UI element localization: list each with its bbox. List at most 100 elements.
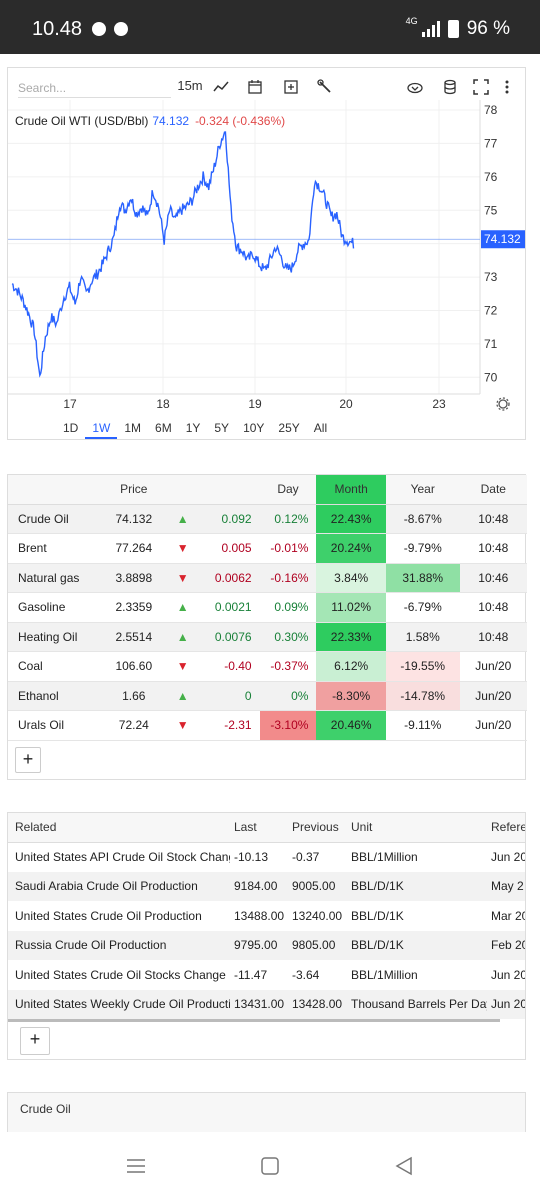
related-name[interactable]: Russia Crude Oil Production <box>8 930 230 960</box>
table-row[interactable]: Saudi Arabia Crude Oil Production 9184.00… <box>8 871 525 901</box>
related-name[interactable]: United States Crude Oil Stocks Change <box>15 967 226 982</box>
range-1y[interactable]: 1Y <box>185 421 201 435</box>
arrow-down-icon: ▼ <box>162 710 203 741</box>
update-time: Jun/20 <box>459 681 527 711</box>
recent-apps-icon[interactable] <box>124 1154 154 1178</box>
database-icon[interactable] <box>439 76 461 96</box>
column-header[interactable] <box>8 475 105 505</box>
update-time: 10:48 <box>459 504 527 534</box>
change-value: 0.005 <box>202 533 260 564</box>
line-chart-icon[interactable] <box>210 76 232 96</box>
year-change: -14.78% <box>385 681 460 711</box>
chart-legend: Crude Oil WTI (USD/Bbl) 74.132 -0.324 (-0.… <box>15 114 285 128</box>
month-change: 20.46% <box>316 710 386 741</box>
range-10y[interactable]: 10Y <box>243 421 265 435</box>
table-row[interactable]: United States API Crude Oil Stock Change… <box>8 842 525 872</box>
y-tick-label: 77 <box>484 136 498 150</box>
horizontal-scrollbar[interactable] <box>8 1019 500 1022</box>
x-tick-label: 20 <box>339 397 353 411</box>
last-value: 13431.00 <box>230 989 288 1019</box>
wrench-icon[interactable] <box>314 76 336 96</box>
price-value: 1.66 <box>104 681 163 711</box>
table-row[interactable]: Coal 106.60 ▼ -0.40 -0.37% 6.12% -19.55% Jun/20 <box>8 651 527 682</box>
table-row[interactable]: Heating Oil 2.5514 ▲ 0.0076 0.30% 22.33% 1.58%… <box>8 622 527 652</box>
column-header[interactable]: Unit <box>347 813 487 843</box>
add-related-button[interactable]: + <box>20 1027 50 1055</box>
day-change: 0.30% <box>259 622 317 652</box>
column-header[interactable]: Price <box>104 475 163 505</box>
change-value: 0 <box>202 681 260 711</box>
arrow-up-icon: ▲ <box>162 681 203 711</box>
table-row[interactable]: United States Crude Oil Stocks Change -11… <box>8 960 525 990</box>
month-change: -8.30% <box>316 681 386 711</box>
range-1d[interactable]: 1D <box>63 421 79 435</box>
chart-title: Crude Oil WTI (USD/Bbl) <box>15 114 149 128</box>
year-change: -8.67% <box>385 504 460 534</box>
home-icon[interactable] <box>258 1154 288 1178</box>
column-header[interactable] <box>202 475 260 505</box>
column-header[interactable]: Refere <box>487 813 525 843</box>
chart-settings-icon[interactable] <box>496 397 510 411</box>
range-1w[interactable]: 1W <box>85 417 118 439</box>
related-name[interactable]: United States API Crude Oil Stock Change <box>15 850 230 864</box>
price-value: 2.5514 <box>104 622 163 652</box>
related-name[interactable]: United States Weekly Crude Oil Productio… <box>8 989 230 1019</box>
arrow-up-icon: ▲ <box>162 504 203 534</box>
commodity-name: Coal <box>8 651 105 682</box>
add-indicator-icon[interactable] <box>280 76 302 96</box>
reference-date: Mar 20 <box>491 908 526 923</box>
range-1m[interactable]: 1M <box>124 421 142 435</box>
update-time: 10:48 <box>459 592 527 623</box>
column-header[interactable]: Month <box>316 475 386 505</box>
table-row[interactable]: Crude Oil 74.132 ▲ 0.092 0.12% 22.43% -8.67% 10… <box>8 504 527 534</box>
range-25y[interactable]: 25Y <box>278 421 300 435</box>
table-row[interactable]: Natural gas 3.8898 ▼ 0.0062 -0.16% 3.84% 31.88… <box>8 563 527 593</box>
column-header[interactable]: Day <box>259 475 317 505</box>
day-change: -0.37% <box>259 651 317 682</box>
change-value: -2.31 <box>202 710 260 741</box>
commodity-name: Gasoline <box>8 592 105 623</box>
table-row[interactable]: United States Crude Oil Production 13488.… <box>8 901 526 931</box>
range-6m[interactable]: 6M <box>155 421 172 435</box>
range-all[interactable]: All <box>313 421 328 435</box>
column-header[interactable]: Related <box>8 813 230 843</box>
column-header[interactable] <box>162 475 203 505</box>
range-5y[interactable]: 5Y <box>214 421 230 435</box>
related-name[interactable]: Saudi Arabia Crude Oil Production <box>8 871 230 901</box>
arrow-down-icon: ▼ <box>162 533 203 564</box>
fullscreen-icon[interactable] <box>470 76 492 96</box>
price-chart[interactable]: 787776757473727170171819202374.132 <box>8 100 527 412</box>
price-label: 74.132 <box>484 232 521 246</box>
table-row[interactable]: Gasoline 2.3359 ▲ 0.0021 0.09% 11.02% -6.79% 10… <box>8 592 527 623</box>
table-row[interactable]: Russia Crude Oil Production 9795.00 9805.0… <box>8 930 525 960</box>
column-header[interactable]: Last <box>230 813 288 843</box>
y-tick-label: 78 <box>484 103 498 117</box>
related-panel: Related Last Previous Unit Refere United Sta… <box>7 812 526 1060</box>
more-options-icon[interactable] <box>498 76 516 96</box>
year-change: 1.58% <box>385 622 460 652</box>
interval-selector[interactable]: 15m <box>177 78 203 93</box>
table-row[interactable]: United States Weekly Crude Oil Productio… <box>8 989 525 1019</box>
table-row[interactable]: Ethanol 1.66 ▲ 0 0% -8.30% -14.78% Jun/20 <box>8 681 527 711</box>
column-header[interactable]: Date <box>459 475 527 505</box>
year-change: 31.88% <box>385 563 460 593</box>
price-value: 77.264 <box>104 533 163 564</box>
column-header[interactable]: Year <box>385 475 460 505</box>
crude-oil-section: Crude Oil <box>7 1092 526 1132</box>
related-name[interactable]: United States Crude Oil Production <box>15 908 202 923</box>
column-header[interactable]: Previous <box>288 813 347 843</box>
table-row[interactable]: Urals Oil 72.24 ▼ -2.31 -3.10% 20.46% -9.11% Ju… <box>8 710 527 741</box>
search-input[interactable] <box>18 78 171 98</box>
previous-value: -3.64 <box>292 967 320 982</box>
previous-value: 9805.00 <box>288 930 347 960</box>
month-change: 6.12% <box>316 651 386 682</box>
table-row[interactable]: Brent 77.264 ▼ 0.005 -0.01% 20.24% -9.79% 10:48 <box>8 533 527 564</box>
update-time: Jun/20 <box>459 710 527 741</box>
previous-value: 13240.00 <box>292 908 343 923</box>
cloud-download-icon[interactable] <box>404 76 426 96</box>
change-value: 0.0021 <box>202 592 260 623</box>
price-value: 3.8898 <box>104 563 163 593</box>
add-commodity-button[interactable]: + <box>15 747 41 773</box>
calendar-icon[interactable] <box>244 76 266 96</box>
back-icon[interactable] <box>392 1154 422 1178</box>
